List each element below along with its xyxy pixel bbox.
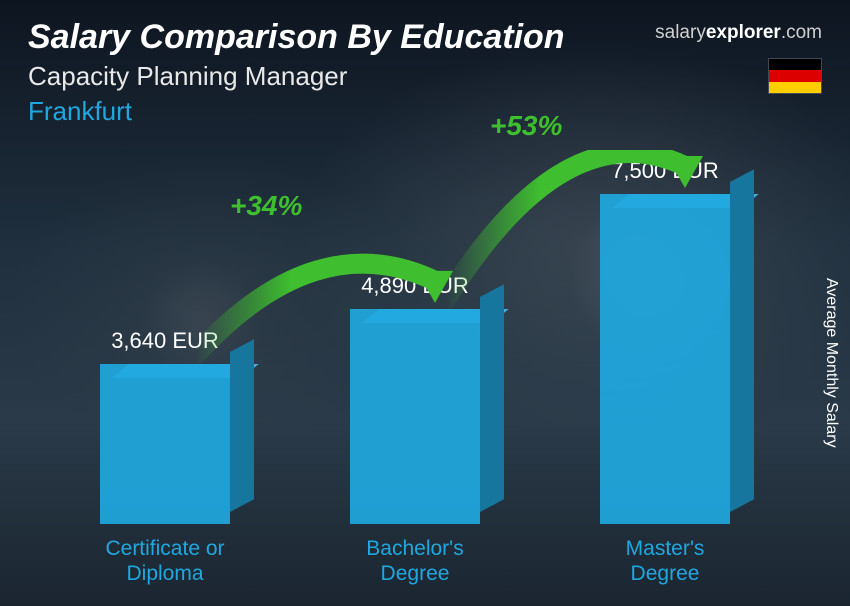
flag-stripe-2 [769,82,821,93]
brand-suffix: .com [781,22,822,43]
bar-group: 7,500 EUR [585,158,745,524]
bar-value-label: 4,890 EUR [361,273,469,299]
job-title: Capacity Planning Manager [28,61,565,92]
location: Frankfurt [28,96,565,127]
bar-3d [600,194,730,524]
brand-prefix: salary [655,22,706,43]
brand-logo: salaryexplorer.com [655,22,822,44]
bar-side-face [730,169,754,512]
header: Salary Comparison By Education Capacity … [0,0,850,137]
x-axis-label: Certificate orDiploma [75,536,255,586]
flag-stripe-1 [769,70,821,81]
brand-bold: explorer [706,22,781,43]
header-right: salaryexplorer.com [655,22,822,94]
bar-group: 3,640 EUR [85,328,245,524]
bar-front-face [600,194,730,524]
flag-stripe-0 [769,59,821,70]
bar-side-face [230,339,254,512]
bar-front-face [100,364,230,524]
main-title: Salary Comparison By Education [28,18,565,57]
bar-front-face [350,309,480,524]
x-axis-label: Bachelor'sDegree [325,536,505,586]
bars-container: 3,640 EUR 4,890 EUR 7,500 EUR [40,154,790,524]
x-labels-container: Certificate orDiploma Bachelor'sDegree Mas… [40,536,790,586]
increase-percent-label: +34% [230,190,302,222]
y-axis-label: Average Monthly Salary [822,200,840,526]
bar-3d [350,309,480,524]
chart-area: 3,640 EUR 4,890 EUR 7,500 EUR Certificat… [40,150,790,586]
x-axis-label: Master'sDegree [575,536,755,586]
bar-3d [100,364,230,524]
bar-value-label: 3,640 EUR [111,328,219,354]
title-block: Salary Comparison By Education Capacity … [28,18,565,127]
bar-value-label: 7,500 EUR [611,158,719,184]
bar-side-face [480,284,504,512]
germany-flag-icon [768,58,822,94]
bar-group: 4,890 EUR [335,273,495,524]
